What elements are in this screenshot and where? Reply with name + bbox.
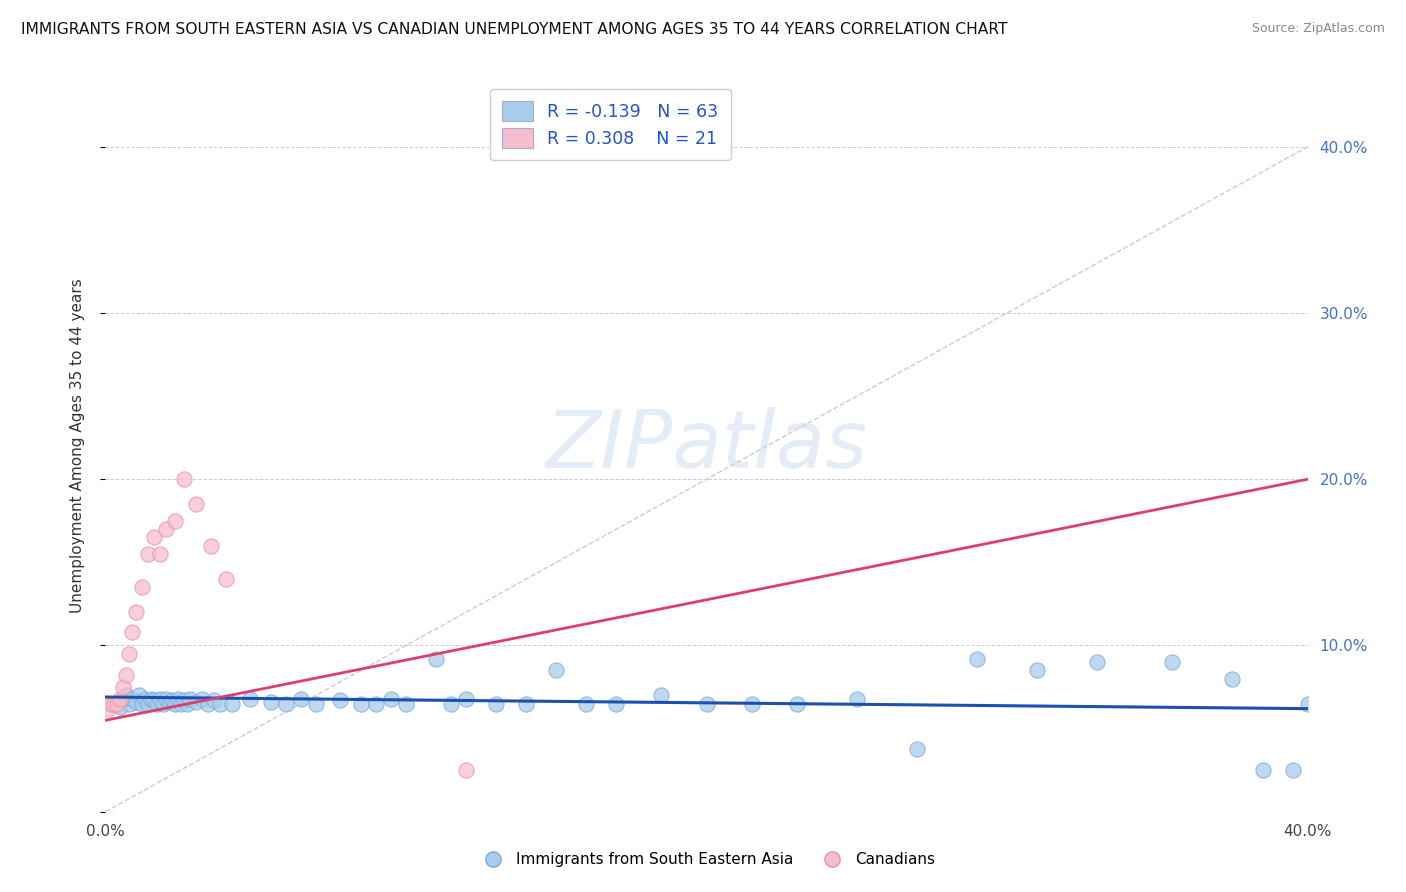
Point bbox=[139, 691, 162, 706]
Point bbox=[145, 697, 167, 711]
Point bbox=[118, 697, 141, 711]
Point bbox=[148, 691, 170, 706]
Text: ZIPatlas: ZIPatlas bbox=[546, 407, 868, 485]
Point bbox=[142, 530, 165, 544]
Point bbox=[173, 693, 195, 707]
Point bbox=[696, 697, 718, 711]
Point bbox=[124, 605, 146, 619]
Point bbox=[121, 691, 143, 706]
Point bbox=[395, 697, 418, 711]
Point bbox=[274, 697, 297, 711]
Point bbox=[214, 572, 236, 586]
Point bbox=[136, 547, 159, 561]
Point bbox=[184, 497, 207, 511]
Point bbox=[515, 697, 537, 711]
Point bbox=[142, 693, 165, 707]
Point bbox=[239, 691, 262, 706]
Point bbox=[221, 697, 243, 711]
Point bbox=[148, 547, 170, 561]
Point bbox=[1251, 763, 1274, 777]
Point bbox=[966, 652, 988, 666]
Point bbox=[110, 700, 132, 714]
Point bbox=[115, 668, 138, 682]
Point bbox=[440, 697, 463, 711]
Point bbox=[1161, 655, 1184, 669]
Point bbox=[650, 689, 672, 703]
Point bbox=[155, 691, 177, 706]
Point bbox=[136, 697, 159, 711]
Point bbox=[155, 522, 177, 536]
Point bbox=[103, 697, 125, 711]
Point bbox=[160, 693, 183, 707]
Point bbox=[124, 695, 146, 709]
Point bbox=[169, 697, 191, 711]
Point bbox=[1026, 664, 1049, 678]
Point bbox=[112, 680, 135, 694]
Point bbox=[605, 697, 627, 711]
Point bbox=[329, 693, 352, 707]
Point bbox=[97, 701, 120, 715]
Point bbox=[152, 697, 174, 711]
Text: Source: ZipAtlas.com: Source: ZipAtlas.com bbox=[1251, 22, 1385, 36]
Point bbox=[200, 539, 222, 553]
Point bbox=[157, 695, 180, 709]
Point bbox=[575, 697, 598, 711]
Point bbox=[208, 697, 231, 711]
Point bbox=[131, 580, 153, 594]
Point bbox=[1281, 763, 1303, 777]
Point bbox=[118, 647, 141, 661]
Point bbox=[845, 691, 868, 706]
Point bbox=[166, 691, 188, 706]
Point bbox=[786, 697, 808, 711]
Point bbox=[290, 691, 312, 706]
Point bbox=[741, 697, 763, 711]
Point bbox=[1296, 697, 1319, 711]
Point bbox=[176, 697, 198, 711]
Point bbox=[1085, 655, 1108, 669]
Point bbox=[905, 741, 928, 756]
Y-axis label: Unemployment Among Ages 35 to 44 years: Unemployment Among Ages 35 to 44 years bbox=[70, 278, 84, 614]
Point bbox=[121, 625, 143, 640]
Point bbox=[131, 697, 153, 711]
Point bbox=[546, 664, 568, 678]
Point bbox=[364, 697, 387, 711]
Point bbox=[110, 691, 132, 706]
Point bbox=[305, 697, 328, 711]
Point bbox=[454, 691, 477, 706]
Point bbox=[380, 691, 402, 706]
Point bbox=[190, 691, 212, 706]
Legend: Immigrants from South Eastern Asia, Canadians: Immigrants from South Eastern Asia, Cana… bbox=[472, 847, 941, 873]
Point bbox=[179, 691, 201, 706]
Point bbox=[485, 697, 508, 711]
Point bbox=[128, 689, 150, 703]
Point bbox=[454, 763, 477, 777]
Point bbox=[163, 697, 186, 711]
Point bbox=[103, 697, 125, 711]
Point bbox=[1222, 672, 1244, 686]
Point bbox=[350, 697, 373, 711]
Point bbox=[112, 691, 135, 706]
Point bbox=[173, 472, 195, 486]
Point bbox=[184, 695, 207, 709]
Text: IMMIGRANTS FROM SOUTH EASTERN ASIA VS CANADIAN UNEMPLOYMENT AMONG AGES 35 TO 44 : IMMIGRANTS FROM SOUTH EASTERN ASIA VS CA… bbox=[21, 22, 1008, 37]
Point bbox=[100, 697, 122, 711]
Point bbox=[134, 691, 156, 706]
Point bbox=[107, 697, 129, 711]
Point bbox=[115, 689, 138, 703]
Point bbox=[202, 693, 225, 707]
Point bbox=[197, 697, 219, 711]
Point bbox=[260, 695, 283, 709]
Point bbox=[163, 514, 186, 528]
Point bbox=[425, 652, 447, 666]
